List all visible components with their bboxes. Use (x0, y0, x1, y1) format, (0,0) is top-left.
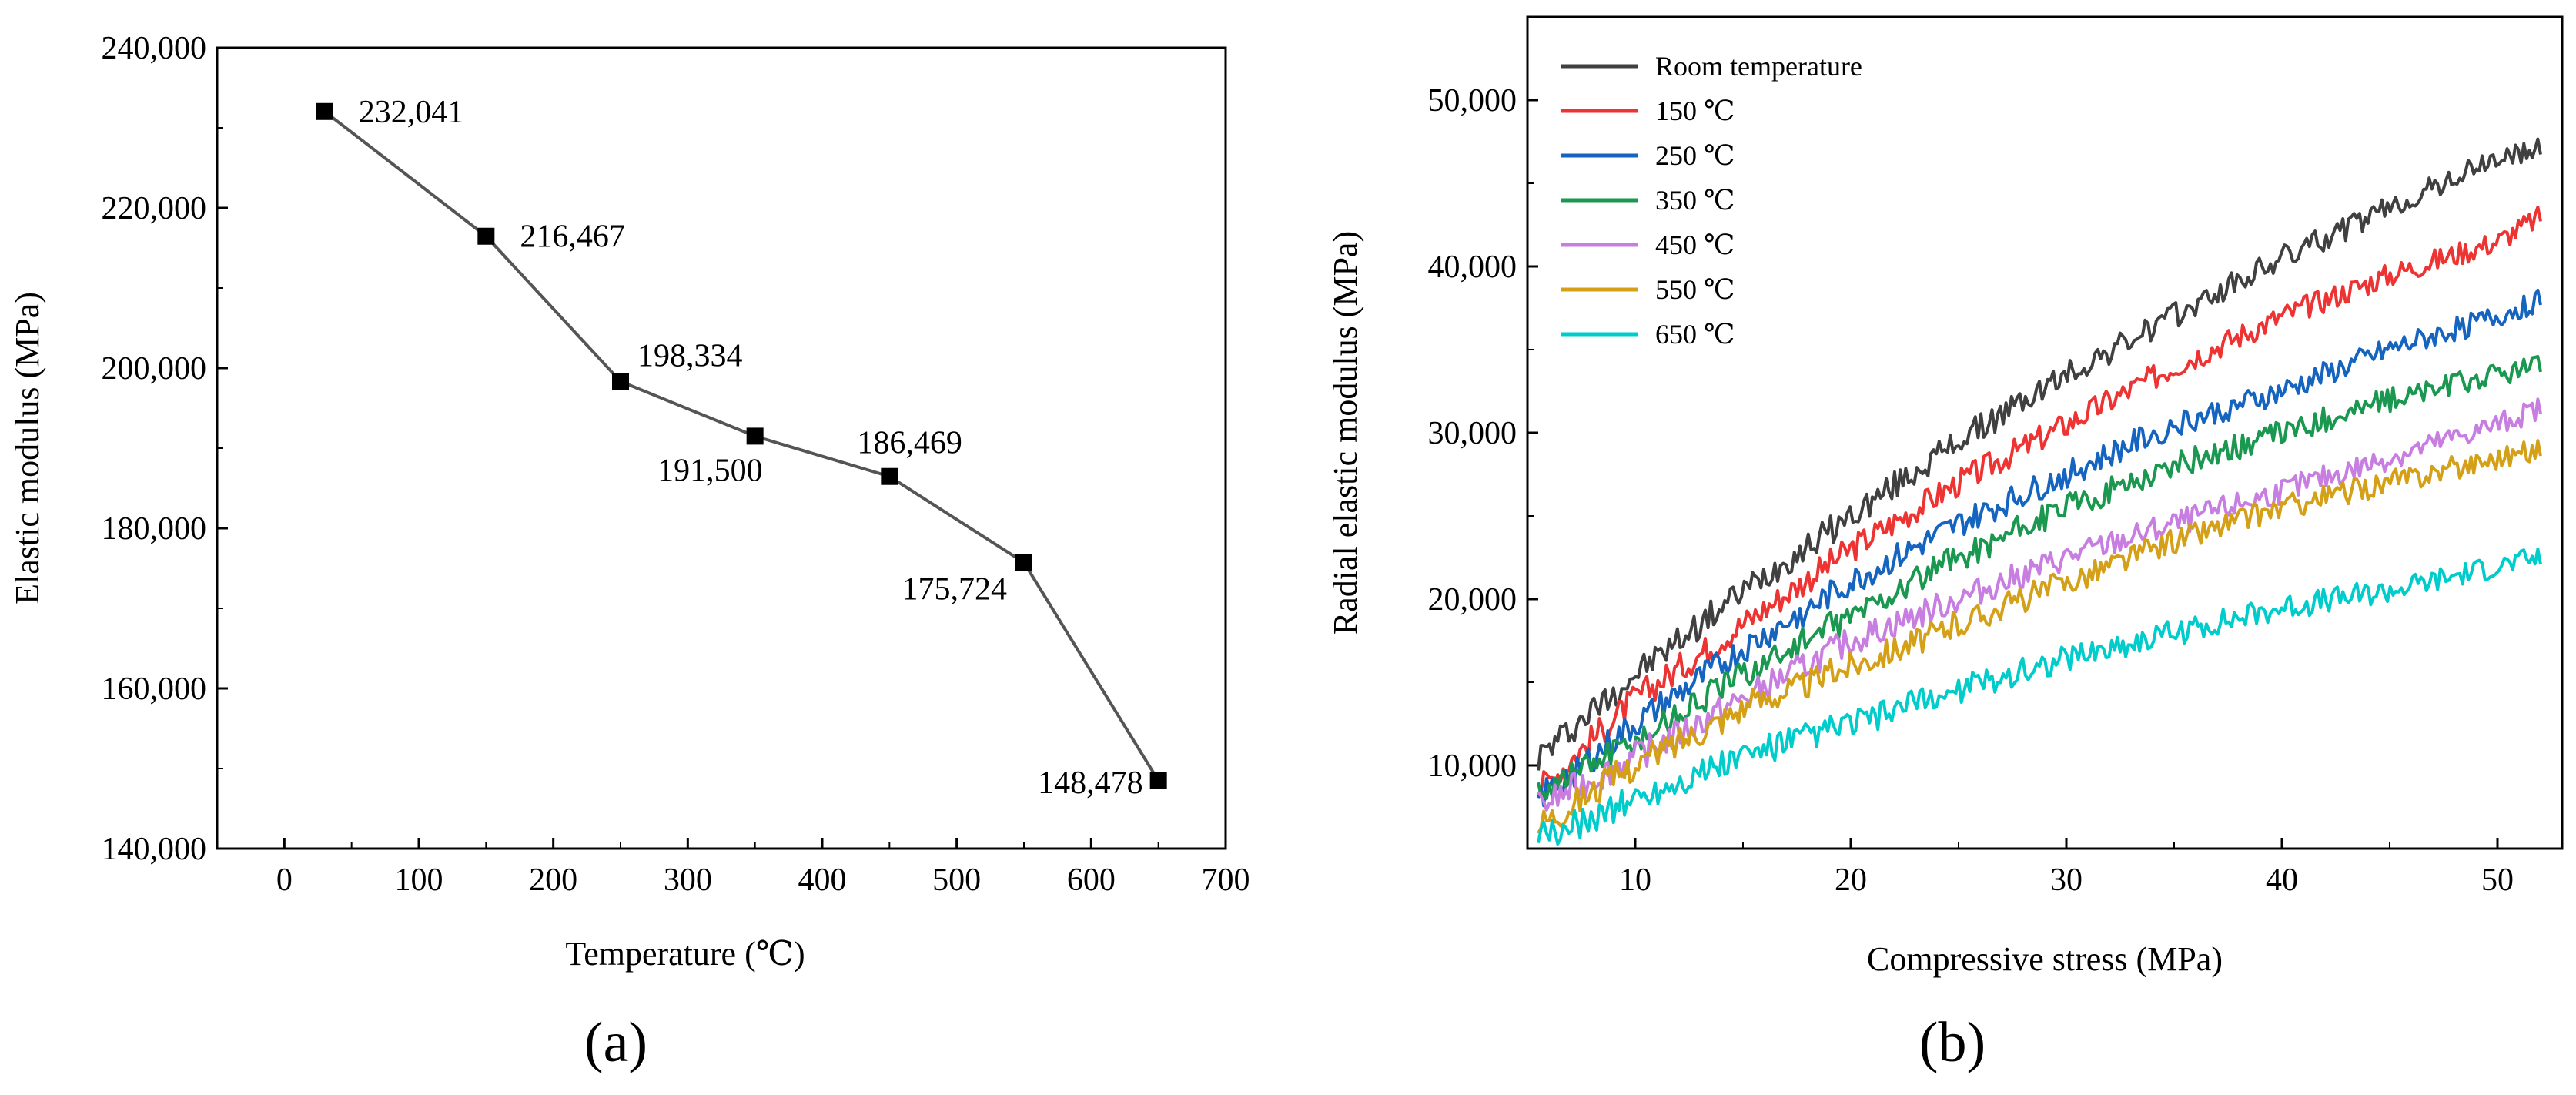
panel-a-y-axis: 140,000 160,000 180,000 200,000 220,000 240,0… (102, 31, 228, 867)
panel-a-plot-frame (216, 46, 1227, 850)
panel-b-series-line (1537, 288, 2542, 808)
panel-a-y-tick-label: 140,000 (102, 832, 207, 867)
panel-a-y-tick-label: 200,000 (102, 351, 207, 387)
panel-a-x-tick-label: 100 (395, 862, 443, 898)
panel-b-series-line (1537, 137, 2542, 771)
panel-b-legend-label: 350 ℃ (1655, 185, 1735, 216)
panel-a-marker (612, 373, 629, 390)
panel-b-x-axis: 10 20 30 40 50 (1619, 838, 2514, 898)
panel-b-series-line (1537, 205, 2542, 798)
panel-b-y-tick-label: 20,000 (1428, 582, 1517, 618)
panel-a-chart: 0 100 200 300 400 500 600 700 140,000 160,000 180… (8, 31, 1250, 1074)
panel-b-series-line (1537, 548, 2542, 846)
panel-b-legend: Room temperature 150 ℃ 250 ℃ 350 ℃ 450 ℃ 550 … (1561, 51, 1862, 350)
panel-a-x-tick-label: 600 (1067, 862, 1116, 898)
panel-a-data-label: 175,724 (902, 571, 1008, 607)
panel-a-label: (a) (584, 1011, 647, 1074)
panel-b-x-tick-label: 10 (1619, 862, 1651, 898)
panel-b-y-tick-label: 40,000 (1428, 249, 1517, 285)
panel-a-x-tick-label: 400 (798, 862, 847, 898)
panel-a-x-axis-title: Temperature (℃) (565, 935, 805, 973)
panel-a-x-axis: 0 100 200 300 400 500 600 700 (276, 838, 1250, 898)
panel-a-x-tick-label: 500 (932, 862, 981, 898)
panel-a-x-tick-label: 0 (276, 862, 293, 898)
panel-a-y-tick-label: 220,000 (102, 191, 207, 226)
panel-b-series-line (1537, 355, 2542, 801)
panel-b-x-tick-label: 40 (2266, 862, 2298, 898)
panel-b-legend-label: 250 ℃ (1655, 140, 1735, 171)
panel-b-x-axis-title: Compressive stress (MPa) (1867, 940, 2223, 978)
panel-a-data-label: 191,500 (657, 453, 763, 488)
panel-a-marker (881, 467, 898, 485)
panel-a-y-tick-label: 240,000 (102, 31, 207, 66)
panel-a-marker (1015, 554, 1032, 571)
panel-a-series (316, 102, 1167, 789)
panel-b-legend-label: 550 ℃ (1655, 274, 1735, 305)
panel-a-line (323, 110, 1160, 782)
panel-b-y-tick-label: 10,000 (1428, 748, 1517, 784)
panel-b-legend-label: 450 ℃ (1655, 229, 1735, 260)
panel-b-y-tick-label: 50,000 (1428, 83, 1517, 119)
panel-b-legend-label: 150 ℃ (1655, 95, 1735, 126)
panel-b-legend-label: Room temperature (1655, 51, 1862, 82)
panel-b-x-tick-label: 30 (2050, 862, 2083, 898)
panel-b-y-axis-title: Radial elastic modulus (MPa) (1326, 231, 1364, 635)
panel-b-y-tick-label: 30,000 (1428, 416, 1517, 451)
panel-b-y-axis: 10,000 20,000 30,000 40,000 50,000 (1428, 83, 1538, 784)
panel-b-x-tick-label: 20 (1835, 862, 1867, 898)
panel-a-marker (1149, 772, 1167, 789)
panel-a-data-label: 216,467 (520, 219, 625, 255)
panel-a-x-tick-label: 200 (529, 862, 577, 898)
panel-b-series-line (1537, 397, 2542, 812)
panel-b-series (1537, 137, 2542, 846)
panel-a-data-label: 232,041 (359, 95, 464, 130)
panel-a-y-axis-title: Elastic modulus (MPa) (8, 292, 46, 604)
panel-b-label: (b) (1919, 1011, 1986, 1074)
panel-a-marker (746, 427, 764, 445)
panel-a-marker (477, 227, 495, 245)
panel-a-x-tick-label: 700 (1202, 862, 1250, 898)
panel-a-y-tick-label: 180,000 (102, 511, 207, 547)
panel-b-chart: 10 20 30 40 50 10,000 20,000 30,000 40,000 50,00… (1326, 15, 2564, 1074)
panel-a-data-label: 198,334 (637, 338, 743, 373)
panel-a-data-label: 186,469 (857, 426, 962, 461)
panel-a-x-tick-label: 300 (664, 862, 712, 898)
panel-b-series-line (1537, 439, 2542, 835)
panel-a-marker (316, 102, 333, 120)
panel-a-y-tick-label: 160,000 (102, 671, 207, 707)
panel-b-legend-label: 650 ℃ (1655, 319, 1735, 350)
panel-a-data-labels: 232,041 216,467 198,334 191,500 186,469 175,7… (359, 95, 1143, 801)
panel-b-x-tick-label: 50 (2481, 862, 2514, 898)
panel-a-data-label: 148,478 (1038, 765, 1143, 801)
